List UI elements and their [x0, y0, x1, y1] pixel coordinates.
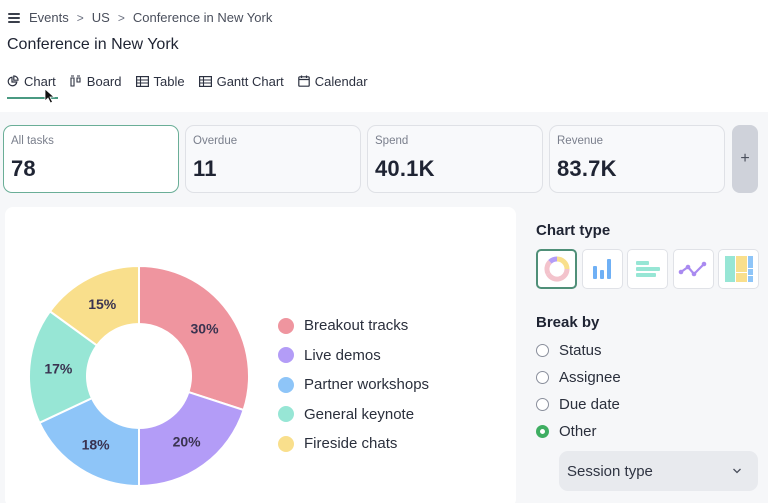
card-label: Spend: [375, 135, 409, 147]
breadcrumb-separator: >: [117, 10, 125, 25]
card-label: Revenue: [557, 135, 604, 147]
card-overdue[interactable]: Overdue 11: [185, 125, 361, 193]
radio-label: Status: [559, 342, 602, 359]
break-by-assignee[interactable]: Assignee: [536, 364, 768, 391]
session-type-select[interactable]: Session type: [559, 451, 758, 491]
calendar-icon: [297, 75, 310, 87]
card-value: 83.7K: [557, 156, 617, 181]
card-value: 78: [11, 156, 36, 181]
horizontal-bar-chart-icon: [635, 261, 660, 277]
legend-label: General keynote: [304, 405, 415, 423]
chart-legend: Breakout tracks Live demos Partner worksho…: [278, 311, 429, 459]
legend-color-dot: [278, 347, 294, 364]
legend-item[interactable]: Fireside chats: [278, 429, 429, 459]
donut-slice[interactable]: [138, 264, 250, 412]
legend-label: Fireside chats: [304, 435, 398, 453]
card-revenue[interactable]: Revenue 83.7K: [549, 125, 725, 193]
chart-type-line-button[interactable]: [672, 249, 714, 289]
breadcrumb-separator: >: [76, 10, 84, 25]
radio-checked[interactable]: [536, 425, 549, 438]
pie-chart-icon: [7, 75, 19, 87]
add-card-button[interactable]: +: [732, 125, 758, 193]
chart-type-bar-button[interactable]: [581, 249, 623, 289]
mouse-cursor-icon: [44, 88, 55, 104]
summary-cards: All tasks 78 Overdue 11 Spend 40.1K Reve…: [3, 125, 731, 193]
treemap-chart-icon: [724, 256, 753, 282]
slice-label: 17%: [44, 360, 73, 376]
break-by-status[interactable]: Status: [536, 337, 768, 364]
view-tabs: Chart Board Table Gantt Chart Calendar: [7, 72, 382, 99]
card-label: Overdue: [193, 135, 238, 147]
legend-color-dot: [278, 376, 294, 393]
break-by-options: Status Assignee Due date Other: [536, 337, 768, 445]
tab-label: Table: [153, 73, 185, 89]
tab-calendar[interactable]: Calendar: [297, 72, 368, 90]
legend-label: Partner workshops: [304, 376, 430, 394]
slice-label: 30%: [191, 320, 220, 336]
radio-label: Due date: [559, 396, 620, 413]
breadcrumb-item-us[interactable]: US: [91, 10, 110, 25]
line-chart-icon: [678, 261, 707, 277]
chart-type-selector: [536, 249, 768, 289]
donut-chart-icon: [543, 256, 570, 282]
tab-label: Board: [86, 73, 122, 89]
legend-item[interactable]: Breakout tracks: [278, 311, 429, 341]
radio-unchecked[interactable]: [536, 371, 549, 384]
chevron-down-icon: [733, 468, 741, 474]
select-value: Session type: [567, 462, 653, 480]
legend-label: Live demos: [304, 346, 381, 364]
bar-chart-icon: [593, 259, 611, 279]
break-by-other[interactable]: Other: [536, 418, 768, 445]
radio-unchecked[interactable]: [536, 398, 549, 411]
donut-chart: 30% 20% 18% 17% 15%: [28, 264, 250, 488]
gantt-icon: [198, 75, 212, 87]
breadcrumb-item-current[interactable]: Conference in New York: [132, 10, 273, 25]
legend-item[interactable]: General keynote: [278, 400, 429, 430]
slice-label: 20%: [173, 434, 202, 450]
chart-settings-panel: Chart type Break by: [536, 222, 768, 491]
legend-item[interactable]: Partner workshops: [278, 370, 429, 400]
donut-slice[interactable]: [138, 390, 245, 488]
legend-label: Breakout tracks: [304, 317, 409, 335]
menu-icon[interactable]: [8, 12, 20, 23]
break-by-heading: Break by: [536, 314, 600, 331]
slice-label: 18%: [82, 436, 111, 452]
radio-label: Assignee: [559, 369, 621, 386]
break-by-section: Break by Status Assignee Due date Other …: [536, 314, 768, 491]
chart-panel: 30% 20% 18% 17% 15% Breakout tracks Live demo…: [5, 207, 516, 503]
legend-color-dot: [278, 435, 294, 452]
slice-label: 15%: [88, 296, 117, 312]
radio-label: Other: [559, 423, 597, 440]
board-icon: [70, 75, 81, 87]
donut-slice[interactable]: [38, 396, 140, 488]
breadcrumb: Events > US > Conference in New York: [8, 10, 272, 25]
legend-color-dot: [278, 406, 294, 423]
breadcrumb-item-events[interactable]: Events: [29, 10, 69, 25]
legend-color-dot: [278, 317, 294, 334]
chart-type-donut-button[interactable]: [536, 249, 577, 289]
tab-table[interactable]: Table: [135, 72, 185, 90]
tab-label: Chart: [24, 73, 56, 89]
tab-board[interactable]: Board: [70, 72, 122, 90]
chart-type-heading: Chart type: [536, 222, 611, 239]
card-all-tasks[interactable]: All tasks 78: [3, 125, 179, 193]
card-value: 11: [193, 156, 217, 181]
radio-unchecked[interactable]: [536, 344, 549, 357]
tab-gantt-chart[interactable]: Gantt Chart: [198, 72, 284, 90]
chart-type-horizontal-bar-button[interactable]: [627, 249, 668, 289]
tab-label: Gantt Chart: [216, 73, 284, 89]
chart-type-treemap-button[interactable]: [718, 249, 759, 289]
page-title: Conference in New York: [7, 36, 179, 53]
legend-item[interactable]: Live demos: [278, 341, 429, 371]
card-label: All tasks: [11, 135, 54, 147]
break-by-due-date[interactable]: Due date: [536, 391, 768, 418]
table-icon: [135, 75, 149, 87]
header: Events > US > Conference in New York Con…: [0, 0, 768, 112]
card-spend[interactable]: Spend 40.1K: [367, 125, 543, 193]
tab-label: Calendar: [314, 73, 368, 89]
card-value: 40.1K: [375, 156, 435, 181]
donut-slice[interactable]: [48, 264, 140, 347]
tab-chart[interactable]: Chart: [7, 72, 58, 99]
